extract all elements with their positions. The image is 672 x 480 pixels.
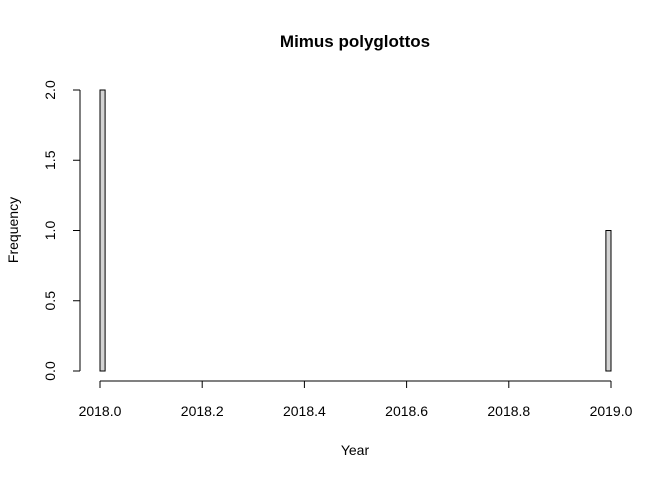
y-tick-label: 1.5 [42,150,58,170]
chart-title: Mimus polyglottos [280,32,430,51]
y-tick-label: 2.0 [42,80,58,100]
histogram-bar [99,89,106,372]
x-tick-label: 2018.4 [283,403,326,419]
x-tick-label: 2018.8 [487,403,530,419]
y-tick-label: 0.5 [42,291,58,311]
y-tick-label: 0.0 [42,361,58,381]
x-tick-label: 2018.6 [385,403,428,419]
x-tick-label: 2018.2 [181,403,224,419]
x-axis-label: Year [341,442,370,458]
histogram-bar [605,230,612,372]
x-tick-label: 2018.0 [79,403,122,419]
y-axis: 0.0 0.5 1.0 1.5 2.0 [42,80,81,381]
y-tick-label: 1.0 [42,221,58,241]
y-axis-label: Frequency [5,197,21,263]
x-tick-label: 2019.0 [590,403,633,419]
x-axis: 2018.0 2018.2 2018.4 2018.6 2018.8 2019.0 [79,380,633,419]
bars-group [99,89,612,372]
